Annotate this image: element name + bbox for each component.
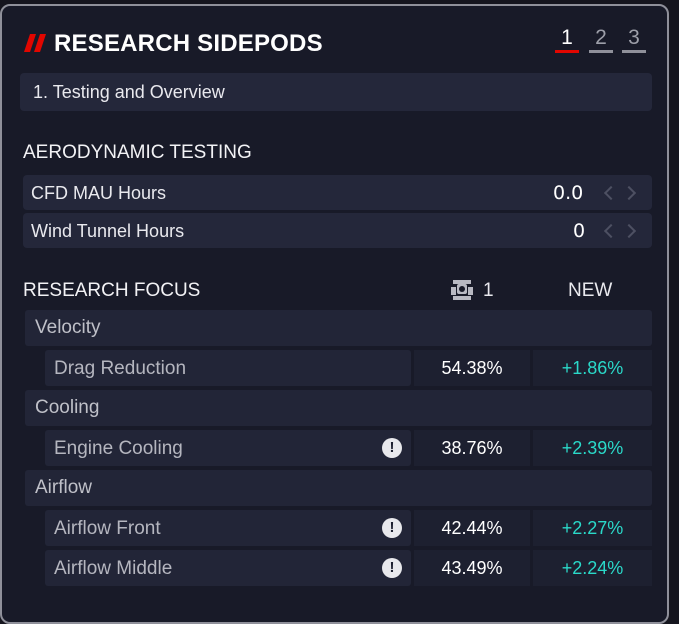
chevron-right-icon[interactable] <box>621 223 637 239</box>
focus-row-label: Drag Reduction <box>54 358 187 379</box>
focus-row-airflow-front[interactable]: Airflow Front ! <box>45 510 411 546</box>
car-icon <box>451 280 473 300</box>
warning-icon: ! <box>382 558 402 578</box>
page-tab-1-underline <box>555 50 579 53</box>
section-selector[interactable]: 1. Testing and Overview <box>20 73 652 111</box>
page-tab-3[interactable]: 3 <box>628 26 640 49</box>
brand-slash-icon <box>24 34 46 52</box>
category-airflow: Airflow <box>25 470 652 506</box>
chevron-left-icon[interactable] <box>603 185 619 201</box>
category-velocity: Velocity <box>25 310 652 346</box>
aero-testing-heading: AERODYNAMIC TESTING <box>23 142 252 163</box>
current-value-cell: 38.76% <box>414 430 530 466</box>
focus-row-label: Engine Cooling <box>54 438 183 459</box>
page-title: RESEARCH SIDEPODS <box>54 30 323 57</box>
focus-row-drag-reduction[interactable]: Drag Reduction <box>45 350 411 386</box>
page-tab-2[interactable]: 2 <box>595 26 607 49</box>
cfd-hours-value: 0.0 <box>553 182 584 204</box>
current-value-cell: 43.49% <box>414 550 530 586</box>
page-tab-2-underline <box>589 50 613 53</box>
new-value-cell: +1.86% <box>533 350 652 386</box>
research-panel: RESEARCH SIDEPODS 1 2 3 1. Testing and O… <box>0 4 669 624</box>
new-value: +1.86% <box>561 358 624 378</box>
research-focus-heading: RESEARCH FOCUS <box>23 280 201 301</box>
wind-tunnel-value: 0 <box>573 220 586 242</box>
warning-icon: ! <box>382 438 402 458</box>
new-value: +2.39% <box>561 438 624 458</box>
section-selector-label: 1. Testing and Overview <box>33 82 225 102</box>
category-cooling: Cooling <box>25 390 652 426</box>
focus-row-label: Airflow Front <box>54 518 161 539</box>
chevron-right-icon[interactable] <box>621 185 637 201</box>
new-column-label: NEW <box>568 280 613 301</box>
category-label: Airflow <box>35 477 93 498</box>
focus-row-airflow-middle[interactable]: Airflow Middle ! <box>45 550 411 586</box>
category-label: Cooling <box>35 397 100 418</box>
cfd-hours-label: CFD MAU Hours <box>31 183 167 203</box>
current-value: 38.76% <box>441 438 503 458</box>
current-value-cell: 42.44% <box>414 510 530 546</box>
current-value: 54.38% <box>441 358 503 378</box>
focus-row-engine-cooling[interactable]: Engine Cooling ! <box>45 430 411 466</box>
wind-tunnel-label: Wind Tunnel Hours <box>31 221 185 241</box>
new-value-cell: +2.24% <box>533 550 652 586</box>
page-tab-1[interactable]: 1 <box>561 26 573 49</box>
new-value: +2.24% <box>561 558 624 578</box>
wind-tunnel-row[interactable]: Wind Tunnel Hours 0 <box>23 213 652 248</box>
new-value-cell: +2.27% <box>533 510 652 546</box>
current-value: 43.49% <box>441 558 503 578</box>
cfd-hours-row[interactable]: CFD MAU Hours 0.0 <box>23 175 652 210</box>
current-value: 42.44% <box>441 518 503 538</box>
new-value-cell: +2.39% <box>533 430 652 466</box>
category-label: Velocity <box>35 317 101 338</box>
new-value: +2.27% <box>561 518 624 538</box>
chevron-left-icon[interactable] <box>603 223 619 239</box>
focus-row-label: Airflow Middle <box>54 558 173 579</box>
page-tab-3-underline <box>622 50 646 53</box>
current-count: 1 <box>483 280 494 301</box>
warning-icon: ! <box>382 518 402 538</box>
current-value-cell: 54.38% <box>414 350 530 386</box>
